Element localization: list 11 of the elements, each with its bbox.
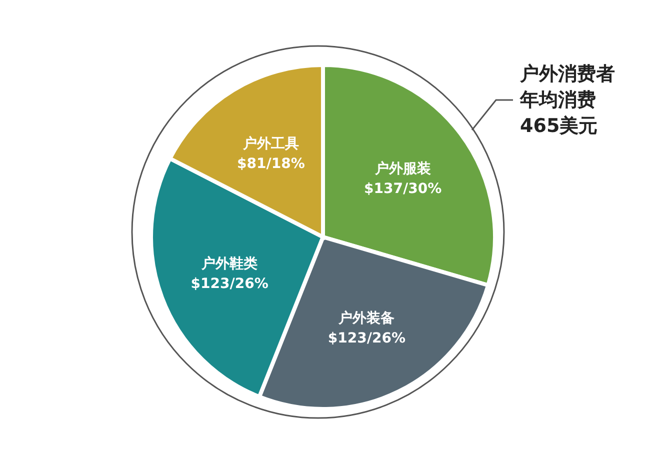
data-label: $123/26% [328, 330, 406, 347]
data-label: $123/26% [190, 276, 268, 292]
text: 户外消费者 [519, 63, 615, 85]
slice-label: 户外服装 [374, 160, 431, 178]
text: 465美元 [520, 115, 598, 137]
data-label: $81/18% [237, 156, 305, 172]
data-label: $137/30% [364, 181, 442, 198]
slice-label: 户外鞋类 [200, 255, 258, 272]
text: 年均消费 [519, 89, 596, 111]
slice-label: 户外装备 [338, 310, 395, 327]
slice-label: 户外工具 [242, 134, 299, 152]
